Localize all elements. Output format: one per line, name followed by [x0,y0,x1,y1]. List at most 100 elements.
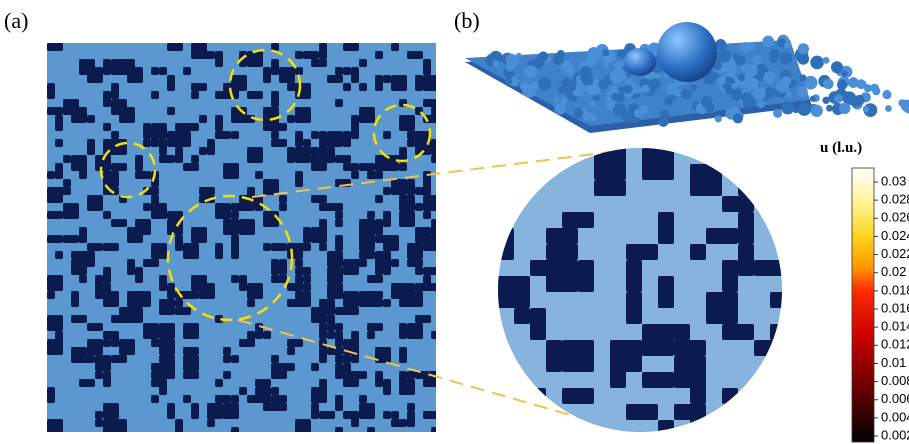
pore [199,187,215,195]
pore [55,427,63,435]
pore [47,107,63,115]
bump [563,80,576,93]
pore [327,75,343,83]
colorbar-tick-label: 0.014 [881,319,909,334]
pore [423,211,431,219]
pore [239,219,255,235]
pore [351,123,359,139]
bump [736,55,746,65]
pore [63,235,79,243]
pore [143,123,151,139]
pore [303,51,319,59]
pore [335,363,343,379]
pore [375,83,383,91]
pore [514,404,530,436]
pore [95,419,103,427]
bump [810,56,824,70]
pore [594,148,626,180]
pore [626,292,642,324]
pore [159,155,175,163]
pore [143,259,159,267]
pore [47,171,55,179]
pore [722,324,754,340]
pore [127,259,135,275]
bump [776,80,788,92]
pore [399,115,415,131]
pore [375,195,383,203]
pore [111,163,127,171]
pore [271,91,279,107]
pore [383,299,391,307]
pore [47,83,55,99]
pore [71,107,87,123]
pore [658,212,674,244]
pore [263,331,271,339]
pore [143,203,151,211]
pore [55,139,63,147]
pore [215,203,231,219]
pore [415,315,431,323]
pore [55,347,63,355]
bump [863,106,870,113]
bump [770,49,780,59]
bump [872,87,880,95]
pore [391,43,399,51]
colorbar-tick-label: 0.028 [881,192,909,207]
pore [514,308,530,324]
colorbar-tick-label: 0.006 [881,391,909,406]
bump [781,101,794,114]
pore [279,259,287,275]
pore [399,291,407,299]
pore [335,203,343,211]
pore [215,51,223,67]
pore [295,243,311,251]
pore [530,388,546,420]
pore [335,219,343,227]
pore [159,67,167,75]
pore [175,299,183,307]
pore [770,292,786,308]
bump [764,87,775,98]
pore [690,372,706,404]
pore [287,115,295,123]
pore [423,379,439,387]
pore [231,395,239,403]
pore [111,315,127,323]
pore [47,195,55,203]
pore [626,404,658,420]
bump [757,101,764,108]
pore [127,339,135,355]
pore [103,123,111,131]
pore [263,67,271,83]
colorbar-tick-label: 0.004 [881,409,909,424]
pore [351,171,359,179]
pore [183,123,199,131]
pore [231,203,247,211]
pore [239,339,255,347]
colorbar-tick-label: 0.016 [881,300,909,315]
bump [733,113,743,123]
pore [738,244,754,276]
pore [335,211,343,219]
pore [103,339,111,347]
pore [415,203,423,211]
pore [335,427,343,443]
pore [367,299,383,307]
pore [546,228,578,244]
pore [71,291,79,307]
pore [215,115,223,131]
pore [431,427,447,443]
pore [183,163,199,171]
bump [595,95,601,101]
pore [399,75,407,91]
bump [538,51,548,61]
pore [271,275,287,283]
pore [87,347,95,355]
pore [383,211,391,227]
pore [279,203,287,211]
pore [359,395,367,403]
pore [95,371,103,379]
pore [151,131,159,147]
pore [383,75,391,83]
pore [351,67,359,83]
